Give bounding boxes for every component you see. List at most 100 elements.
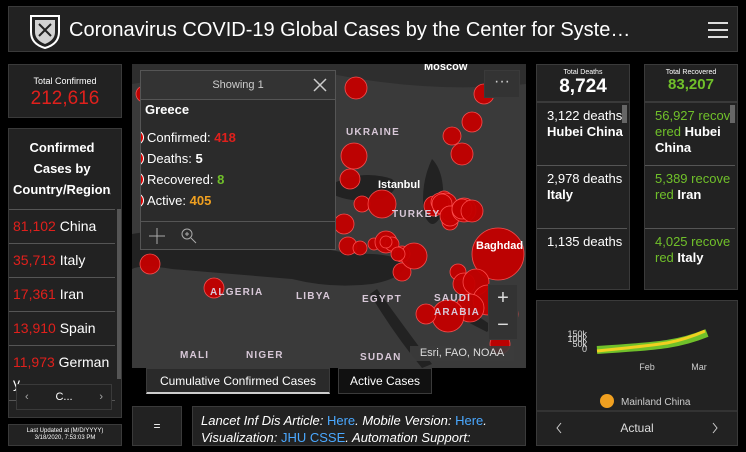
recovered-list: 56,927 recovered Hubei China 5,389 recove… — [644, 102, 738, 290]
popup-actions[interactable] — [149, 226, 209, 246]
popup-item: 3Recovered: 8 — [141, 169, 236, 190]
case-circle — [367, 189, 397, 219]
label: Active: — [147, 193, 187, 208]
case-circle — [460, 199, 484, 223]
mode-label: Actual — [620, 421, 653, 435]
map-label: MALI — [180, 350, 209, 361]
list-row: 11,973 Germany — [9, 346, 115, 401]
y-tick-label: 0 — [582, 344, 587, 354]
list-row: 4,025 recovered Italy — [645, 229, 735, 289]
place: Iran — [59, 286, 84, 302]
unit: recovered — [655, 234, 731, 265]
scrollbar[interactable] — [622, 105, 627, 123]
value: 83,207 — [668, 76, 714, 93]
x-tick-label: Feb — [639, 362, 655, 372]
place: China — [59, 218, 97, 234]
map-label: ALGERIA — [210, 287, 263, 298]
case-circle — [390, 246, 406, 262]
list-title: Confirmed Cases by Country/Region/Sovere… — [13, 140, 111, 197]
link[interactable]: Here — [455, 413, 484, 428]
tab[interactable]: Cumulative Confirmed Cases — [146, 368, 330, 394]
attribution: Esri, FAO, NOAA — [410, 346, 514, 361]
list-row: 2,978 deaths Italy — [537, 166, 627, 229]
place: Italy — [59, 252, 86, 268]
popup-item: 1Confirmed: 418 — [141, 127, 236, 148]
label: Total Deaths — [563, 69, 603, 76]
count: 2,978 — [547, 171, 580, 186]
zoom-controls[interactable]: + − — [488, 284, 518, 340]
place: Iran — [677, 187, 702, 202]
value: 212,616 — [30, 88, 100, 109]
map-label: TURKEY — [392, 209, 440, 220]
menu-button[interactable] — [707, 20, 729, 40]
map-label: Moscow — [424, 64, 468, 73]
count: 17,361 — [13, 286, 56, 302]
label: Last Updated at (M/D/YYYY) — [26, 428, 104, 434]
map-label: Baghdad — [476, 240, 523, 252]
value: 5 — [195, 151, 203, 166]
tab[interactable]: Active Cases — [338, 368, 432, 394]
place: Hubei China — [547, 124, 623, 139]
label: Confirmed: — [147, 130, 211, 145]
case-circle — [339, 168, 361, 190]
value: 405 — [189, 193, 212, 208]
case-circle — [450, 142, 474, 166]
scrollbar[interactable] — [730, 105, 735, 123]
unit: deaths — [583, 108, 623, 123]
case-circle — [139, 253, 161, 275]
close-button[interactable] — [313, 78, 327, 92]
link[interactable]: JHU CSSE — [280, 430, 346, 445]
pager[interactable]: ‹ C... › — [16, 384, 112, 410]
index-badge: 4 — [141, 193, 144, 208]
count: 35,713 — [13, 252, 56, 268]
info-button[interactable]: = — [132, 406, 182, 446]
text: . Mobile Version: — [355, 413, 456, 428]
label: Deaths: — [147, 151, 192, 166]
map-label: EGYPT — [362, 294, 402, 305]
place: Germany — [13, 354, 110, 391]
popup-item: 4Active: 405 — [141, 190, 236, 211]
index-badge: 1 — [141, 130, 144, 145]
case-circle — [352, 240, 368, 256]
logo — [30, 15, 60, 50]
popup-items: 1Confirmed: 4182Deaths: 53Recovered: 84A… — [141, 127, 236, 211]
case-circle — [333, 213, 355, 235]
count: 1,135 — [547, 234, 580, 249]
count: 13,910 — [13, 320, 56, 336]
value: 3/18/2020, 7:53:03 PM — [34, 435, 96, 441]
title: Coronavirus COVID-19 Global Cases by the… — [69, 19, 631, 41]
text: . Automation Support: — [345, 430, 471, 445]
case-circle — [415, 303, 437, 325]
case-circle — [442, 126, 462, 146]
deaths-total: Total Deaths 8,724 — [536, 64, 630, 102]
text: . Visualization: — [201, 413, 487, 445]
scrollbar[interactable] — [117, 209, 121, 379]
rows: 81,102 China 35,713 Italy 17,361 Iran 13,91… — [9, 209, 115, 401]
popup-item: 2Deaths: 5 — [141, 148, 236, 169]
map-label: UKRAINE — [346, 127, 400, 138]
case-circle — [379, 235, 393, 249]
unit: recovered — [655, 108, 731, 139]
more-button[interactable]: ··· — [484, 70, 520, 98]
deaths-list: 3,122 deaths Hubei China 2,978 deaths Ita… — [536, 102, 630, 290]
map-label: Istanbul — [378, 179, 420, 191]
y-tick-label: 150k — [567, 329, 587, 339]
header: Coronavirus COVID-19 Global Cases by the… — [8, 6, 738, 52]
y-tick-label: 100k — [567, 334, 587, 344]
map-label: NIGER — [246, 350, 284, 361]
unit: deaths — [583, 234, 623, 249]
y-tick-label: 50k — [572, 339, 587, 349]
list-row: 3,122 deaths Hubei China — [537, 103, 627, 166]
label: Recovered: — [147, 172, 214, 187]
text: Lancet Inf Dis Article: — [201, 413, 327, 428]
link[interactable]: Here — [326, 413, 356, 428]
case-circle — [344, 76, 368, 100]
case-circle — [471, 227, 525, 281]
map-label: SUDAN — [360, 352, 402, 363]
total-confirmed: Total Confirmed 212,616 — [8, 64, 122, 118]
count: 4,025 — [655, 234, 688, 249]
popup-header: Showing 1 — [141, 71, 335, 100]
value: 8,724 — [559, 76, 607, 97]
list-row: 17,361 Iran — [9, 278, 115, 312]
